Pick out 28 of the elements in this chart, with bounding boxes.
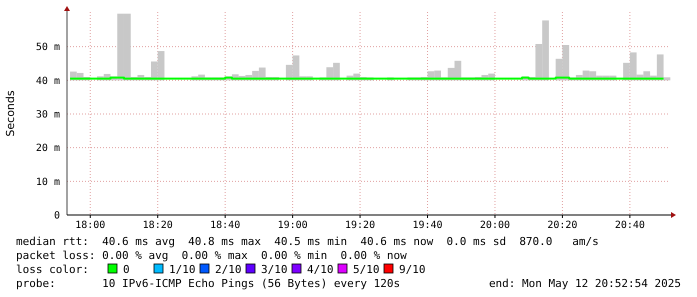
text: loss color: <box>16 263 89 276</box>
x-tick-label: 20:40 <box>614 220 645 231</box>
x-tick-label: 19:40 <box>412 220 443 231</box>
y-tick-label: 20 m <box>36 143 60 154</box>
y-tick-label: 10 m <box>36 176 60 188</box>
x-tick-label: 19:20 <box>345 220 376 231</box>
text: packet loss: 0.00 % avg 0.00 % max 0.00 % min 0.00 % now <box>16 249 408 262</box>
text: end: Mon May 12 20:52:54 2025 <box>488 277 681 290</box>
y-tick-label: 30 m <box>36 110 60 121</box>
text: 4/10 <box>307 263 334 276</box>
text: 5/10 <box>353 263 380 276</box>
x-tick-label: 18:20 <box>142 220 173 231</box>
x-tick-label: 18:40 <box>210 220 240 231</box>
text: 0 <box>123 263 130 276</box>
y-tick-label: 0 <box>54 210 60 222</box>
y-tick-label: 40 m <box>36 76 60 87</box>
y-axis-title: Seconds <box>4 90 17 137</box>
text: median rtt: 40.6 ms avg 40.8 ms max 40.5 ms min 40.6 ms now 0.0 ms sd 870.0 am/s <box>16 235 599 248</box>
x-tick-label: 20:00 <box>480 220 510 231</box>
x-tick-label: 19:00 <box>278 220 308 231</box>
text: 1/10 <box>169 263 196 276</box>
x-tick-label: 20:20 <box>547 220 578 231</box>
text: 9/10 <box>399 263 426 276</box>
y-tick-label: 50 m <box>36 42 60 54</box>
text: 3/10 <box>261 263 288 276</box>
x-tick-label: 18:00 <box>75 220 106 231</box>
text: 2/10 <box>215 263 242 276</box>
text: probe: 10 IPv6-ICMP Echo Pings (56 Bytes) every 120s <box>16 277 400 290</box>
